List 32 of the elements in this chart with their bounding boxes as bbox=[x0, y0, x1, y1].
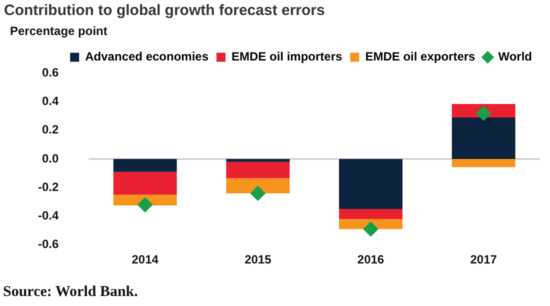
x-tick-label: 2016 bbox=[357, 252, 384, 266]
y-tick-label: 0.4 bbox=[42, 94, 59, 108]
point bbox=[250, 186, 266, 201]
x-tick-label: 2015 bbox=[244, 252, 272, 266]
x-tick-label: 2017 bbox=[470, 252, 498, 266]
bar bbox=[339, 219, 402, 230]
y-axis-title: Percentage point bbox=[10, 24, 108, 38]
bar bbox=[452, 159, 516, 168]
legend-label: Advanced economies bbox=[85, 50, 209, 64]
y-tick-label: 0.6 bbox=[42, 66, 59, 80]
source-note: Source: World Bank. bbox=[3, 284, 138, 301]
bar bbox=[226, 178, 290, 194]
point bbox=[476, 106, 492, 121]
bar bbox=[113, 159, 177, 172]
point bbox=[363, 222, 378, 237]
legend-label: EMDE oil importers bbox=[232, 50, 343, 64]
y-tick-label: 0.0 bbox=[42, 151, 59, 166]
bar bbox=[113, 172, 177, 195]
point bbox=[138, 197, 153, 212]
chart-title: Contribution to global growth forecast errors bbox=[4, 2, 325, 19]
legend-label: World bbox=[498, 50, 532, 64]
bar bbox=[339, 209, 402, 220]
y-tick-label: -0.4 bbox=[38, 208, 59, 223]
y-tick-label: 0.2 bbox=[42, 122, 59, 137]
bar bbox=[226, 162, 290, 178]
legend-label: EMDE oil exporters bbox=[365, 50, 476, 64]
bar bbox=[452, 118, 516, 159]
bar bbox=[226, 159, 290, 162]
y-tick-label: -0.2 bbox=[38, 180, 59, 194]
bar bbox=[339, 159, 402, 210]
x-tick-label: 2014 bbox=[132, 252, 159, 266]
y-tick-label: -0.6 bbox=[38, 237, 59, 252]
